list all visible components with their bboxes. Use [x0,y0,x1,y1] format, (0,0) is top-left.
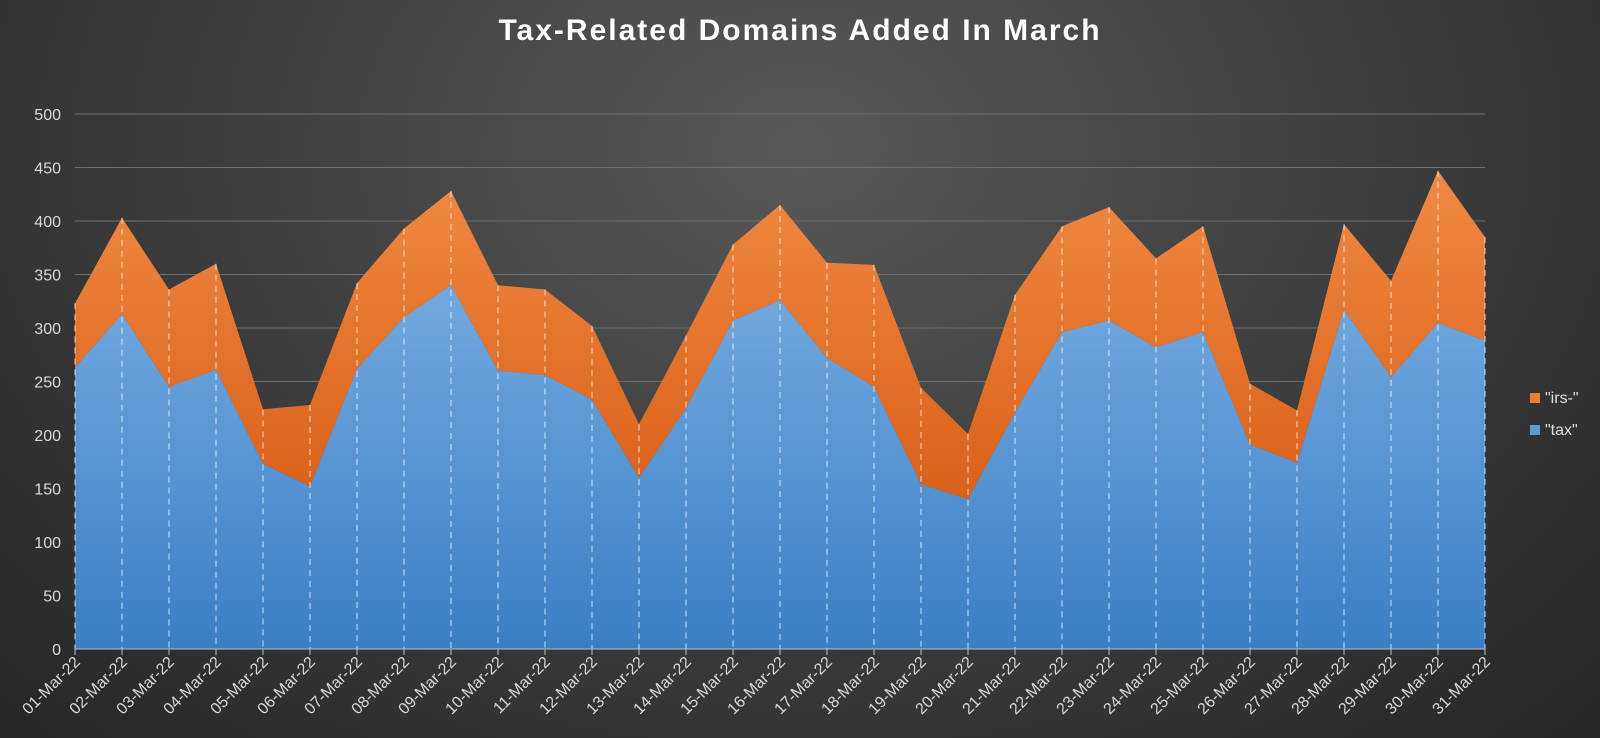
legend-label: "irs-" [1545,390,1579,407]
series-area-tax [75,285,1485,649]
chart-title: Tax-Related Domains Added In March [498,14,1102,47]
y-tick-label: 150 [34,482,61,499]
series-area-irs [75,170,1485,500]
y-tick-label: 400 [34,214,61,231]
y-tick-label: 350 [34,268,61,285]
legend-swatch [1530,425,1540,435]
y-tick-label: 200 [34,428,61,445]
y-tick-label: 500 [34,107,61,124]
y-tick-label: 250 [34,375,61,392]
y-tick-label: 100 [34,535,61,552]
y-tick-label: 0 [52,642,61,659]
y-tick-label: 300 [34,321,61,338]
legend-label: "tax" [1545,422,1578,439]
legend-swatch [1530,393,1540,403]
y-tick-label: 50 [43,589,61,606]
y-tick-label: 450 [34,161,61,178]
